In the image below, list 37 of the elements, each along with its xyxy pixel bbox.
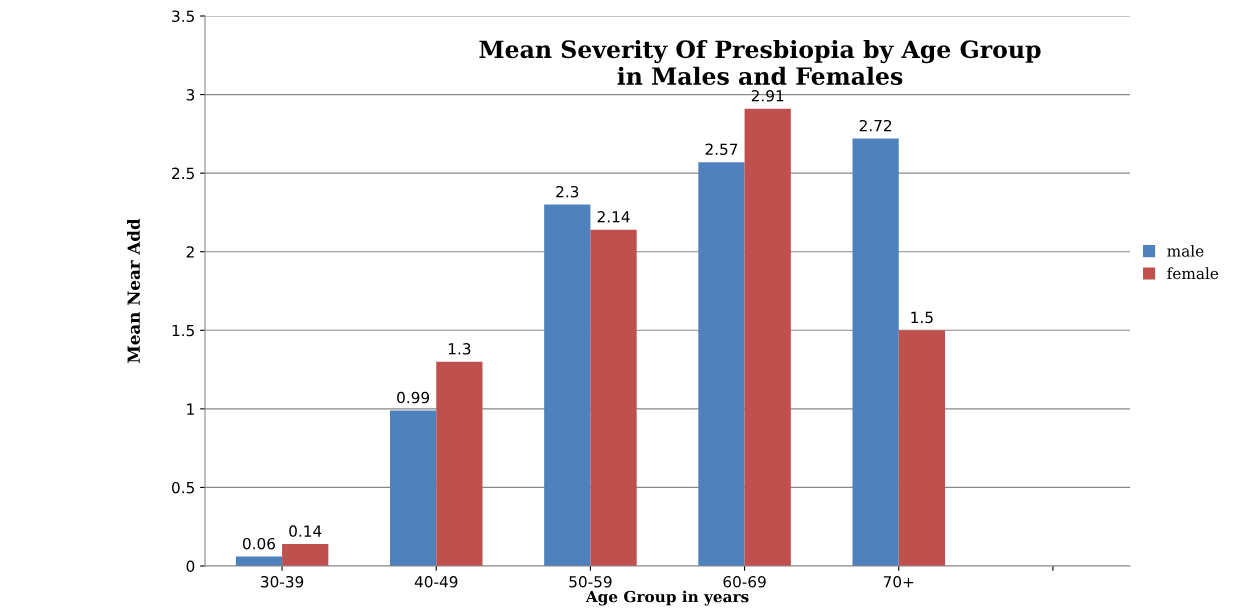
y-tick-label: 1.5 [172,324,194,337]
bar [698,162,745,566]
y-tick-label: 3.5 [172,10,194,23]
x-axis-title: Age Group in years [585,590,749,606]
bar [590,229,637,566]
data-label: 2.72 [859,119,892,132]
x-tick-label: 60-69 [723,575,766,588]
bar [282,544,329,566]
legend-label: female [1167,267,1219,280]
bar [544,204,591,566]
x-tick-label: 30-39 [261,575,304,588]
x-tick-label: 40-49 [414,575,458,588]
bar [436,361,483,566]
data-label: 0.99 [397,391,430,404]
y-axis-title: Mean Near Add [127,218,140,363]
bar [390,410,437,566]
data-label: 0.06 [242,537,276,550]
y-tick-label: 0 [186,560,195,573]
text: Mean Severity Of Presbiopia by Age Group in Males and Females [479,39,1041,85]
bar [898,330,945,566]
data-label: 1.5 [911,311,933,324]
data-label: 2.91 [751,90,784,102]
legend-label: male [1167,244,1204,257]
y-tick-label: 2 [186,246,194,258]
data-label: 2.57 [705,143,738,156]
data-label: 2.3 [556,185,579,198]
bar [852,138,899,566]
y-tick-label: 2.5 [172,167,194,180]
bar [744,108,791,566]
y-tick-label: 0.5 [171,481,194,494]
y-tick-label: 1 [187,403,194,415]
data-label: 0.14 [289,525,322,537]
data-label: 1.3 [448,343,471,355]
y-tick-label: 3 [186,89,195,101]
x-tick-label: 70+ [883,575,914,588]
x-tick-label: 50-59 [569,575,612,588]
data-label: 2.14 [597,211,630,223]
